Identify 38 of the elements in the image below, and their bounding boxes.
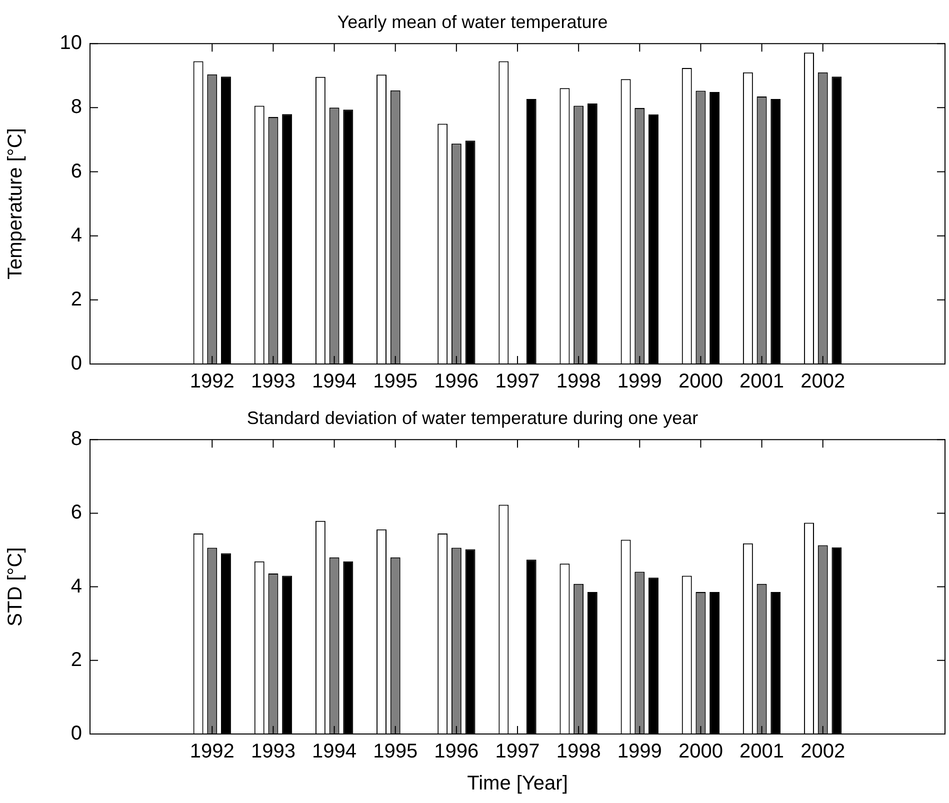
x-tick-label: 1999	[617, 370, 662, 393]
x-axis-title: Time [Year]	[467, 772, 568, 795]
x-tick-label: 1998	[556, 740, 601, 763]
x-tick-label: 1992	[190, 370, 234, 393]
x-tick-label: 1995	[373, 740, 418, 763]
x-tick-label: 2002	[800, 740, 846, 763]
x-tick-label: 1992	[190, 740, 234, 763]
y-tick-label: 6	[70, 160, 82, 182]
x-tick-label: 2002	[800, 370, 846, 393]
y-tick-label: 10	[60, 32, 82, 54]
y-axis-title: Temperature [°C]	[4, 128, 27, 280]
x-tick-label: 1993	[250, 740, 296, 763]
x-tick-label: 2000	[678, 370, 723, 393]
x-tick-label: 1998	[556, 370, 601, 393]
y-tick-label: 2	[70, 288, 82, 310]
y-tick-label: 2	[70, 648, 82, 671]
x-tick-label: 2000	[678, 740, 723, 763]
y-tick-label: 0	[70, 352, 82, 375]
x-tick-label: 1997	[495, 740, 540, 763]
x-tick-label: 1994	[312, 740, 357, 763]
x-tick-label: 2001	[740, 370, 784, 393]
y-tick-label: 0	[70, 722, 82, 745]
y-tick-label: 4	[70, 575, 82, 598]
x-tick-label: 1993	[250, 370, 296, 393]
y-axis-title: STD [°C]	[4, 547, 27, 626]
y-tick-label: 4	[70, 224, 82, 246]
x-tick-label: 2001	[740, 740, 784, 763]
chart-title: Yearly mean of water temperature	[337, 12, 608, 32]
x-tick-label: 1996	[434, 370, 479, 393]
x-tick-label: 1997	[495, 370, 540, 393]
x-tick-label: 1996	[434, 740, 479, 763]
x-tick-label: 1994	[312, 370, 357, 393]
y-tick-label: 8	[70, 96, 82, 118]
chart-title: Standard deviation of water temperature during one year	[246, 408, 698, 428]
y-tick-label: 6	[70, 502, 82, 524]
x-tick-label: 1999	[617, 740, 662, 763]
y-tick-label: 8	[70, 428, 82, 450]
x-tick-label: 1995	[373, 370, 418, 393]
